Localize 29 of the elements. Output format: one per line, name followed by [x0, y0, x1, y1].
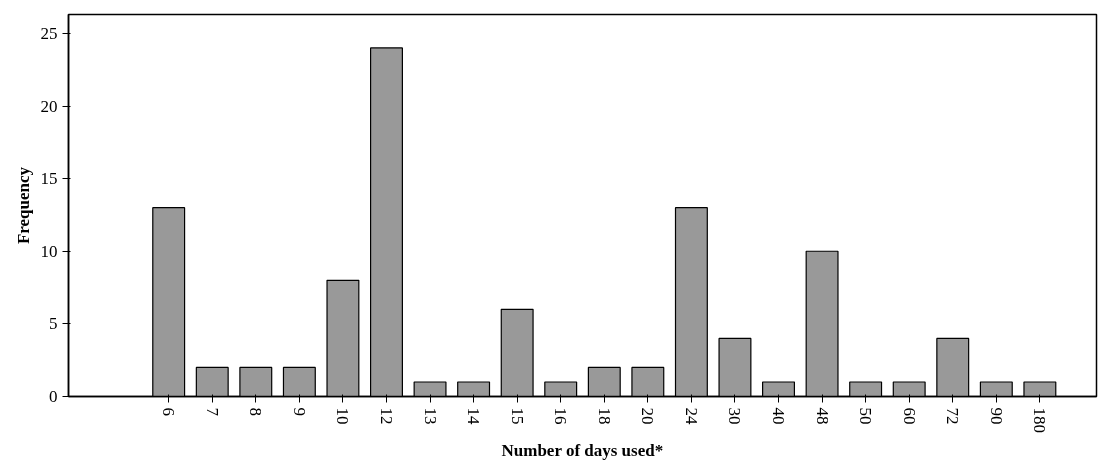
y-tick-label: 25 — [40, 23, 58, 43]
x-tick-label: 20 — [638, 407, 658, 425]
x-tick-label: 40 — [769, 407, 789, 425]
x-tick-label: 8 — [246, 407, 266, 416]
x-tick-label: 18 — [594, 407, 614, 425]
x-tick-label: 48 — [812, 407, 832, 425]
x-tick-label: 50 — [856, 407, 876, 425]
x-tick-label: 13 — [420, 407, 440, 425]
x-tick-label: 10 — [333, 407, 353, 425]
x-tick-label: 6 — [159, 407, 179, 416]
x-tick-label: 14 — [464, 407, 484, 425]
x-tick-label: 15 — [507, 407, 527, 425]
y-tick-label: 10 — [40, 241, 58, 261]
y-tick-label: 0 — [49, 387, 58, 406]
y-tick-label: 20 — [40, 96, 58, 116]
y-tick-label: 15 — [40, 169, 58, 189]
x-tick-label: 7 — [202, 407, 222, 417]
x-tick-label: 90 — [986, 407, 1006, 425]
x-tick-label: 30 — [725, 407, 745, 425]
x-tick-label: 12 — [376, 407, 396, 425]
x-tick-label: 16 — [551, 407, 571, 425]
y-tick-label: 5 — [49, 314, 58, 334]
x-tick-label: 9 — [289, 407, 309, 416]
x-tick-label: 180 — [1030, 407, 1050, 433]
x-tick-label: 60 — [899, 407, 919, 425]
x-tick-label: 72 — [943, 407, 963, 425]
x-axis-title: Number of days used* — [501, 441, 664, 460]
y-axis-title: Frequency — [13, 166, 33, 245]
x-tick-label: 24 — [681, 407, 701, 425]
